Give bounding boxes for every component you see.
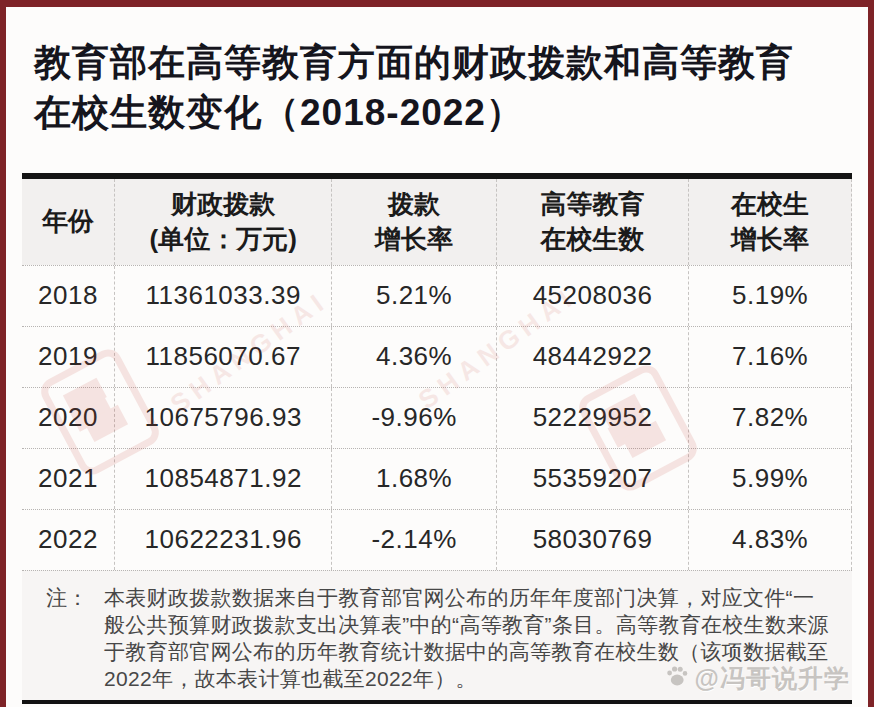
footnote-label: 注： [46,584,104,692]
header-cell-funding-growth: 拨款 增长率 [332,179,496,265]
cell-year: 2022 [22,510,115,570]
infographic-page: 教育部在高等教育方面的财政拨款和高等教育在校生数变化（2018-2022） 年份… [0,0,874,707]
baidu-paw-icon [665,664,689,694]
header-cell-year: 年份 [22,179,115,265]
data-table: 年份 财政拨款 (单位：万元) 拨款 增长率 高等教育 在校生数 在校生 增长率… [22,173,852,704]
page-title: 教育部在高等教育方面的财政拨款和高等教育在校生数变化（2018-2022） [34,38,826,139]
credit-watermark: @冯哥说升学 [665,662,850,695]
cell-funding: 11361033.39 [115,266,332,326]
table-row: 2019 11856070.67 4.36% 48442922 7.16% [22,326,852,387]
cell-year: 2018 [22,266,115,326]
header-cell-students-growth: 在校生 增长率 [689,179,852,265]
cell-funding: 10854871.92 [115,449,332,509]
credit-text: @冯哥说升学 [695,662,850,695]
table-row: 2021 10854871.92 1.68% 55359207 5.99% [22,448,852,509]
cell-year: 2020 [22,388,115,448]
cell-students-growth: 7.82% [689,388,852,448]
cell-funding: 11856070.67 [115,327,332,387]
cell-students: 48442922 [497,327,690,387]
header-label: 财政拨款 [171,187,275,222]
cell-funding-growth: -9.96% [332,388,496,448]
table-row: 2022 10622231.96 -2.14% 58030769 4.83% [22,509,852,570]
cell-students: 58030769 [497,510,690,570]
cell-students: 55359207 [497,449,690,509]
table-bottom-rule [22,700,852,704]
cell-funding-growth: -2.14% [332,510,496,570]
cell-funding-growth: 1.68% [332,449,496,509]
cell-students: 52229952 [497,388,690,448]
cell-students-growth: 5.19% [689,266,852,326]
header-label: 高等教育 [541,187,645,222]
cell-students-growth: 4.83% [689,510,852,570]
cell-students-growth: 7.16% [689,327,852,387]
header-label: 拨款 [388,187,440,222]
cell-funding-growth: 5.21% [332,266,496,326]
header-sublabel: 在校生数 [541,222,645,257]
cell-funding: 10675796.93 [115,388,332,448]
cell-funding: 10622231.96 [115,510,332,570]
header-sublabel: 增长率 [731,222,809,257]
cell-funding-growth: 4.36% [332,327,496,387]
table-row: 2020 10675796.93 -9.96% 52229952 7.82% [22,387,852,448]
header-cell-funding: 财政拨款 (单位：万元) [115,179,332,265]
cell-year: 2019 [22,327,115,387]
header-sublabel: 增长率 [375,222,453,257]
header-sublabel: (单位：万元) [150,222,297,257]
header-label: 年份 [42,204,94,239]
cell-students-growth: 5.99% [689,449,852,509]
cell-year: 2021 [22,449,115,509]
table-row: 2018 11361033.39 5.21% 45208036 5.19% [22,265,852,326]
header-label: 在校生 [731,187,809,222]
cell-students: 45208036 [497,266,690,326]
header-cell-students: 高等教育 在校生数 [497,179,690,265]
table-header-row: 年份 财政拨款 (单位：万元) 拨款 增长率 高等教育 在校生数 在校生 增长率 [22,179,852,265]
